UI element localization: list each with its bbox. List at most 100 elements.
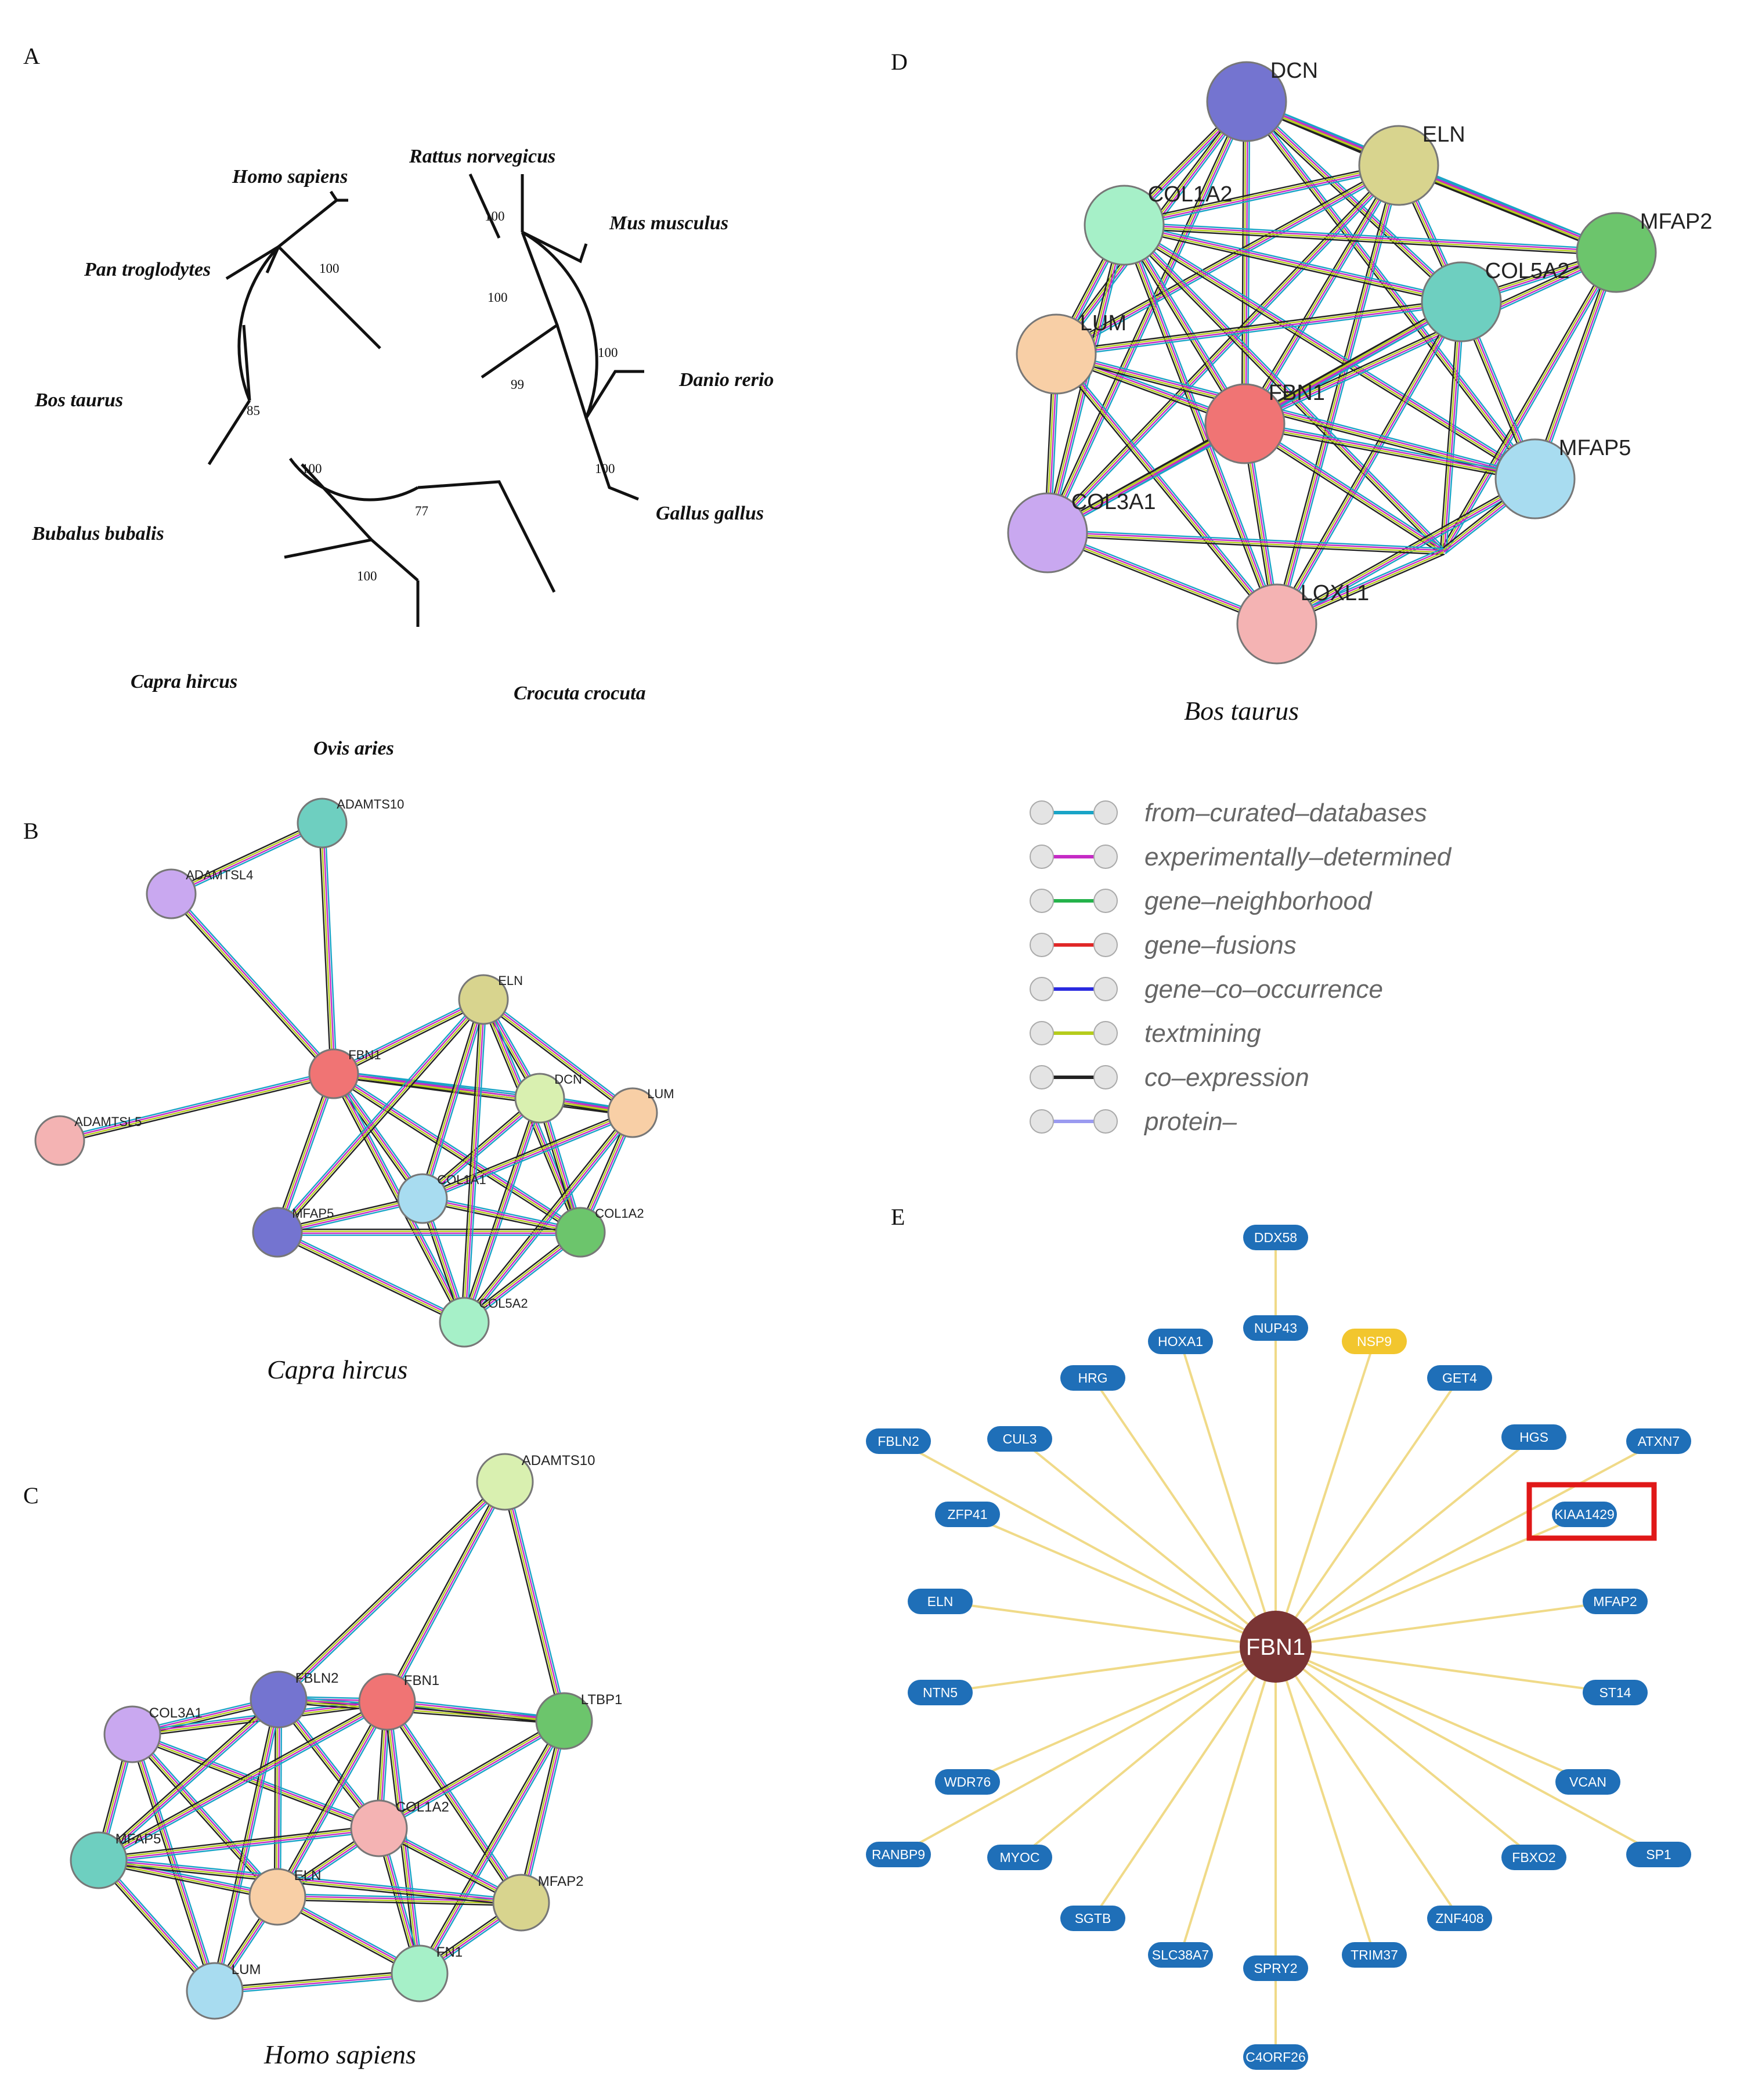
- pill-cul3: [987, 1426, 1052, 1452]
- network-edge: [332, 996, 483, 1072]
- network-edge: [421, 1722, 568, 1976]
- node-mfap5: [1494, 438, 1576, 519]
- network-edge: [279, 1702, 391, 1899]
- node-label-col3a1: COL3A1: [1071, 490, 1156, 514]
- network-edge: [98, 1860, 277, 1899]
- network-edge: [1054, 162, 1398, 352]
- legend-swatch-node: [1030, 1109, 1054, 1134]
- species-capra-hircus: Capra hircus: [131, 671, 237, 692]
- network-edge: [384, 1703, 519, 1905]
- node-label-lum: LUM: [232, 1962, 261, 1978]
- interaction-edge: [1092, 1646, 1277, 1919]
- species-homo-sapiens: Homo sapiens: [232, 166, 348, 187]
- network-edge: [1279, 302, 1465, 626]
- legend-swatch-node: [1093, 933, 1118, 957]
- node-mfap2: [1576, 212, 1657, 293]
- network-edge: [1247, 100, 1463, 302]
- node-eln: [458, 974, 509, 1025]
- node-dcn: [1206, 61, 1287, 142]
- network-edge: [1048, 102, 1248, 534]
- network-edge: [98, 1700, 387, 1860]
- interaction-edge: [967, 1513, 1276, 1648]
- network-edge: [466, 1000, 488, 1323]
- node-col1a2: [350, 1799, 408, 1857]
- network-edge: [423, 1195, 582, 1231]
- network-edge: [99, 1700, 280, 1862]
- network-edge: [1439, 301, 1460, 551]
- species-ovis-aries: Ovis aries: [313, 738, 394, 759]
- network-edge: [98, 1862, 277, 1901]
- network-edge: [1049, 225, 1128, 534]
- pill-label-atxn7: ATXN7: [1638, 1434, 1680, 1449]
- network-edge: [280, 1483, 508, 1702]
- edge-legend: from–curated–databases experimentally–det…: [1030, 799, 1452, 1136]
- network-edge: [1245, 102, 1535, 480]
- legend-swatch-node: [1030, 1021, 1054, 1045]
- node-mfap5: [252, 1207, 303, 1258]
- node-label-col1a2: COL1A2: [1148, 182, 1233, 207]
- network-edge: [274, 1072, 332, 1232]
- pill-ranbp9: [866, 1842, 931, 1867]
- network-edge: [424, 1099, 543, 1201]
- network-edge: [131, 1734, 277, 1898]
- legend-swatch-node: [1093, 889, 1118, 913]
- pill-label-hoxa1: HOXA1: [1158, 1334, 1203, 1349]
- network-edge: [1058, 352, 1280, 623]
- network-edge: [1273, 300, 1460, 623]
- network-edge: [1048, 529, 1279, 622]
- network-edge: [322, 822, 335, 1074]
- pill-label-wdr76: WDR76: [944, 1774, 991, 1789]
- network-edge: [172, 825, 324, 897]
- network-edge: [387, 1701, 523, 1903]
- interaction-edge: [1179, 1341, 1277, 1647]
- network-edge: [279, 1700, 283, 1897]
- network-edge: [279, 1074, 337, 1234]
- pill-hgs: [1501, 1424, 1566, 1450]
- node-eln: [248, 1868, 306, 1926]
- network-edge: [1049, 167, 1402, 536]
- legend-swatch-node: [1030, 933, 1054, 957]
- network-edge: [278, 1701, 564, 1725]
- network-edge: [466, 1099, 543, 1324]
- legend-label-from-curated-databases: from–curated–databases: [1144, 799, 1427, 827]
- interaction-edge: [1274, 1646, 1375, 1955]
- network-edge: [1244, 425, 1535, 483]
- node-adamts10: [297, 798, 348, 849]
- network-edge: [1124, 164, 1399, 225]
- node-label-fn1: FN1: [436, 1944, 463, 1960]
- network-edge: [60, 1076, 335, 1145]
- interaction-edge: [1179, 1646, 1277, 1955]
- pill-fbxo2: [1501, 1845, 1566, 1870]
- network-edge: [387, 1702, 564, 1723]
- network-edge: [387, 1482, 507, 1703]
- network-edge: [276, 998, 483, 1232]
- network-edge: [277, 1702, 389, 1898]
- network-edge: [99, 1830, 380, 1864]
- legend-swatch-node: [1030, 1065, 1054, 1089]
- network-edge: [277, 1480, 505, 1700]
- pill-trim37: [1342, 1942, 1407, 1968]
- node-ltbp1: [535, 1692, 593, 1750]
- species-crocuta-crocuta: Crocuta crocuta: [514, 683, 646, 704]
- network-edge: [1248, 99, 1464, 301]
- network-edge: [423, 1098, 541, 1200]
- network-edge: [169, 820, 322, 892]
- interaction-edge: [1275, 1440, 1659, 1648]
- network-edge: [335, 1071, 426, 1197]
- node-lum: [607, 1087, 658, 1138]
- network-edge: [521, 1721, 566, 1903]
- legend-swatch-node: [1030, 977, 1054, 1001]
- network-edge: [1124, 223, 1617, 252]
- network-edge: [1124, 221, 1463, 300]
- network-edge: [333, 998, 483, 1074]
- network-edge: [384, 1480, 503, 1701]
- pill-label-cul3: CUL3: [1003, 1431, 1037, 1446]
- network-edge: [273, 1699, 277, 1897]
- network-bos-taurus: DCN ELN COL1A2 MFAP2 COL5A2 LUM FBN1 MFAP5 COL3A…: [1007, 59, 1712, 726]
- node-lum: [186, 1962, 244, 2020]
- pill-label-hrg: HRG: [1078, 1370, 1107, 1385]
- network-edge: [1056, 300, 1461, 354]
- network-edge: [421, 1096, 540, 1199]
- network-edge: [277, 1895, 522, 1903]
